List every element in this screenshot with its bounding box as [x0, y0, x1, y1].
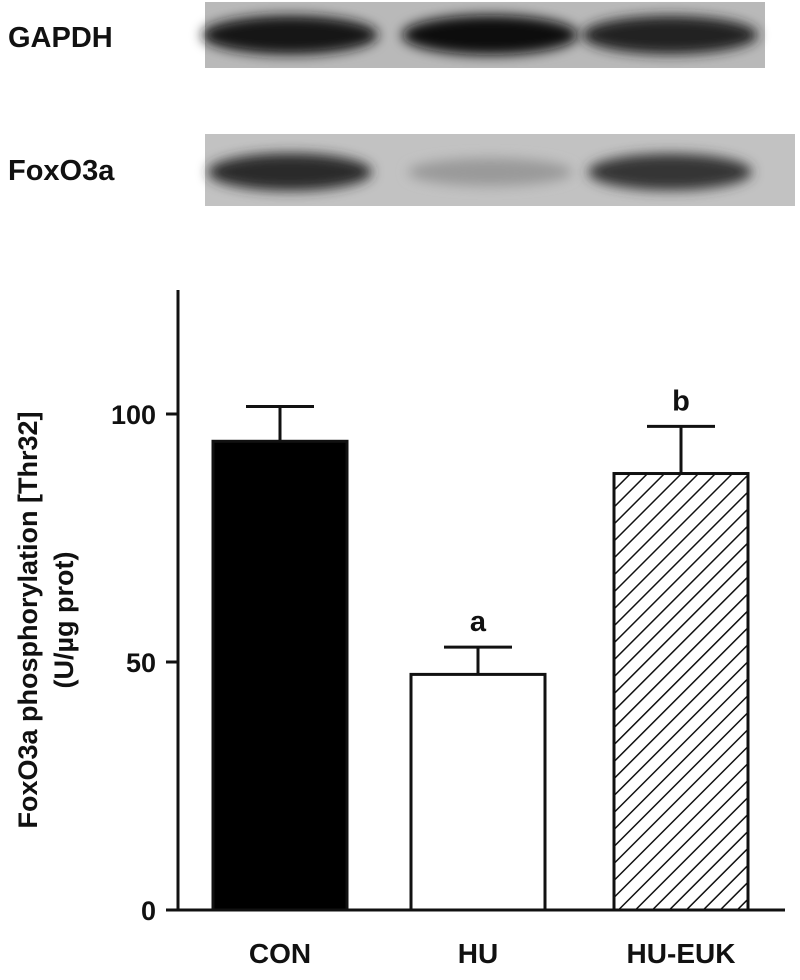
x-tick-label-hu: HU	[458, 938, 498, 969]
bar-chart: FoxO3a phosphorylation [Thr32] (U/µg pro…	[13, 290, 785, 969]
y-tick-label: 100	[111, 400, 156, 430]
blot-label-foxo3a: FoxO3a	[8, 155, 115, 187]
y-axis-title-line1: FoxO3a phosphorylation [Thr32]	[13, 411, 43, 828]
y-tick-label: 0	[141, 896, 156, 926]
blot-gapdh: GAPDH	[8, 2, 765, 68]
x-tick-label-con: CON	[249, 938, 311, 969]
blot-gapdh-bands	[202, 15, 758, 55]
x-axis-labels: CON HU HU-EUK	[249, 938, 736, 969]
bar-hu-euk	[612, 472, 750, 912]
gapdh-band-3	[582, 15, 758, 55]
bar-hu	[409, 672, 547, 912]
foxo3a-band-3	[588, 153, 752, 191]
y-axis-title: FoxO3a phosphorylation [Thr32] (U/µg pro…	[13, 411, 79, 828]
significance-label-hu: a	[470, 606, 487, 638]
gapdh-band-1	[202, 15, 378, 55]
foxo3a-band-1	[208, 153, 372, 191]
gapdh-band-2	[402, 15, 578, 55]
bar-con	[211, 439, 349, 912]
blot-foxo3a-bands	[208, 153, 752, 191]
significance-label-hu-euk: b	[672, 385, 690, 417]
bars: ab	[211, 385, 750, 912]
y-axis-title-line2: (U/µg prot)	[49, 551, 79, 688]
y-tick-label: 50	[126, 648, 156, 678]
blot-foxo3a: FoxO3a	[8, 134, 795, 206]
blot-label-gapdh: GAPDH	[8, 22, 113, 54]
foxo3a-band-2	[408, 158, 572, 186]
y-axis-ticks: 0 50 100	[111, 400, 178, 926]
x-tick-label-hu-euk: HU-EUK	[627, 938, 736, 969]
